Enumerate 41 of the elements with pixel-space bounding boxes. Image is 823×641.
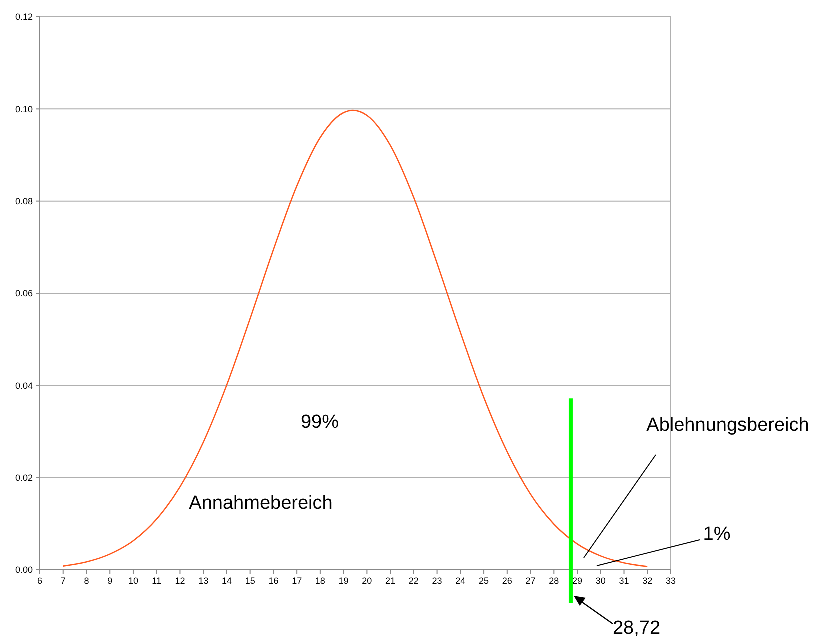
text: 1%: [703, 524, 731, 545]
x-tick-label: 23: [432, 576, 442, 586]
x-tick-label: 20: [362, 576, 372, 586]
x-tick-label: 10: [128, 576, 138, 586]
x-tick-label: 32: [642, 576, 653, 586]
x-tick-label: 28: [549, 576, 560, 586]
y-tick-label: 0.12: [15, 12, 33, 22]
y-tick-label: 0.08: [15, 196, 33, 206]
x-tick-label: 24: [456, 576, 466, 586]
x-tick-label: 15: [245, 576, 256, 586]
x-tick-label: 12: [175, 576, 186, 586]
x-tick-label: 26: [502, 576, 512, 586]
line-series: [62, 110, 648, 568]
x-tick-label: 13: [198, 576, 209, 586]
x-tick-label: 19: [338, 576, 349, 586]
ref-line-label: 28,72: [612, 618, 661, 639]
y-tick-label: 0.02: [15, 472, 33, 483]
x-tick-label: 29: [572, 576, 583, 586]
annotation: 99%: [300, 412, 340, 433]
x-tick-label: 8: [84, 576, 90, 586]
x-tick-label: 14: [222, 576, 232, 586]
annotation: Annahmebereich: [189, 493, 333, 514]
x-tick-label: 11: [152, 576, 162, 586]
x-tick-label: 16: [268, 576, 279, 586]
x-tick-label: 9: [108, 576, 113, 586]
x-tick-label: 21: [386, 576, 396, 586]
x-tick-label: 27: [526, 576, 536, 586]
y-tick-label: 0.06: [15, 288, 33, 299]
x-tick-label: 33: [666, 576, 676, 586]
x-tick-label: 17: [292, 576, 302, 586]
x-tick-label: 31: [619, 576, 630, 586]
x-tick-label: 6: [37, 576, 43, 586]
y-tick-label: 0.00: [15, 565, 33, 576]
annotation: Ablehnungsbereich: [646, 415, 810, 436]
x-tick-label: 7: [60, 576, 66, 586]
x-tick-label: 25: [479, 576, 490, 586]
x-tick-label: 22: [408, 576, 419, 586]
x-tick-label: 30: [596, 576, 606, 586]
y-tick-label: 0.10: [15, 104, 33, 114]
x-tick-label: 18: [315, 576, 326, 586]
y-tick-label: 0.04: [15, 380, 33, 391]
